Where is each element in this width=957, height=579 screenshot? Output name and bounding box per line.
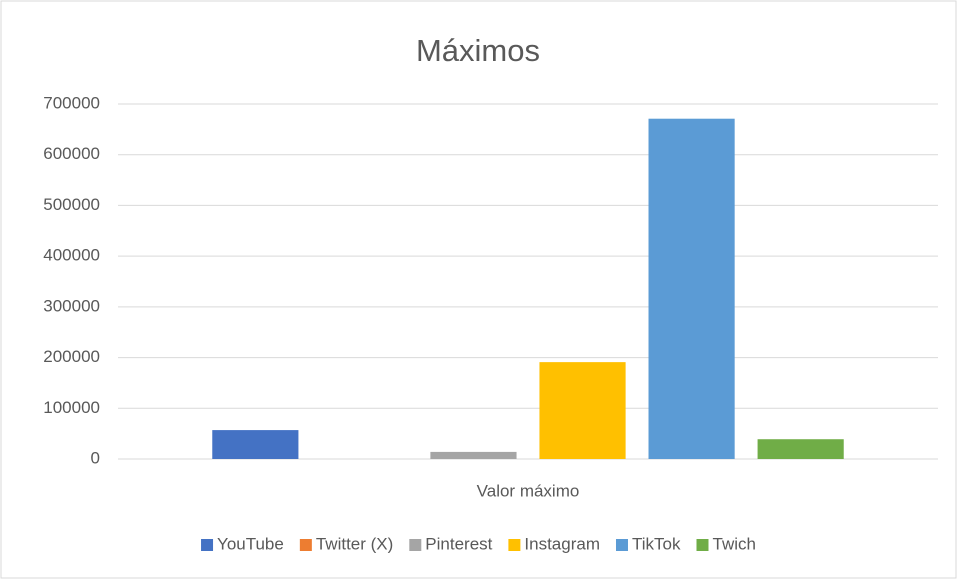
- legend: YouTube Twitter (X) Pinterest Instagram TikT…: [201, 534, 756, 553]
- y-tick-label: 400000: [43, 246, 100, 265]
- x-tick-label: Valor máximo: [477, 481, 580, 500]
- y-tick-label: 300000: [43, 296, 100, 315]
- bar: [539, 362, 626, 459]
- legend-label: Twich: [712, 534, 755, 553]
- legend-swatch: [409, 539, 422, 551]
- legend-swatch: [299, 539, 312, 551]
- legend-label: Pinterest: [425, 534, 492, 553]
- bar: [430, 451, 517, 459]
- legend-swatch: [201, 539, 214, 551]
- y-tick-label: 600000: [43, 144, 100, 163]
- legend-label: Instagram: [524, 534, 600, 553]
- legend-label: TikTok: [632, 534, 681, 553]
- bar: [757, 439, 844, 459]
- legend-label: Twitter (X): [316, 534, 393, 553]
- legend-swatch: [508, 539, 521, 551]
- legend-swatch: [696, 539, 709, 551]
- y-tick-label: 700000: [43, 93, 100, 112]
- y-tick-label: 100000: [43, 398, 100, 417]
- legend-label: YouTube: [217, 534, 284, 553]
- legend-swatch: [615, 539, 628, 551]
- bar: [648, 118, 735, 459]
- y-tick-label: 0: [91, 448, 100, 467]
- chart-title: Máximos: [416, 33, 540, 68]
- y-tick-label: 500000: [43, 195, 100, 214]
- y-tick-label: 200000: [43, 347, 100, 366]
- bar: [212, 430, 299, 459]
